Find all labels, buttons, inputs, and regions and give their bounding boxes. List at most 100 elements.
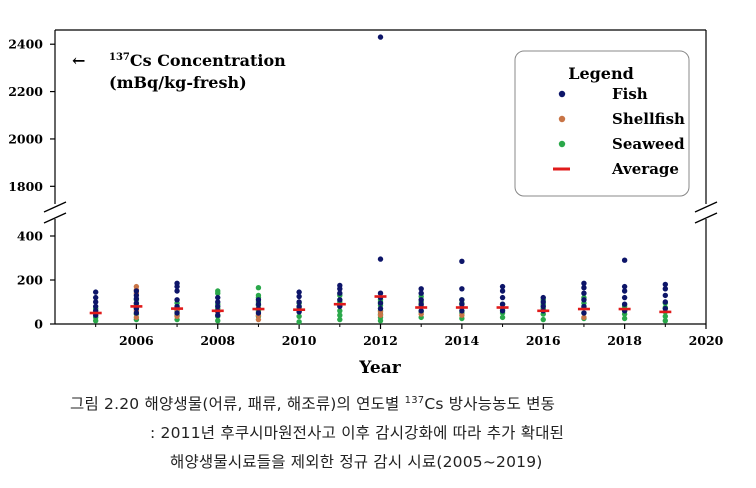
annotation-title: Cs Concentration [130,51,286,70]
fish-point [296,303,302,310]
seaweed-point [296,313,302,319]
fish-point [621,257,628,263]
fish-point [540,294,546,301]
fish-point [581,310,587,316]
fish-point [215,312,221,318]
fish-point [377,305,384,312]
figure-caption-line3: 해양생물시료들을 제외한 정규 감시 시료(2005~2019) [170,453,543,471]
fish-point [377,34,384,40]
seaweed-point [337,316,343,323]
fish-point [459,286,465,292]
fish-point [581,297,587,303]
fish-point [255,310,262,316]
fish-point [662,281,669,288]
fish-point [255,301,262,307]
fish-point [499,288,506,294]
y-tick-label: 0 [34,317,43,332]
legend-marker-shellfish [558,115,566,123]
fish-point [459,308,465,314]
fish-point [296,293,302,300]
series-shellfish [133,283,587,323]
legend-label-shellfish: Shellfish [612,110,685,128]
fish-point [377,290,384,296]
shellfish-point [255,316,262,323]
scatter-chart: ← 137Cs Concentration (mBq/kg-fresh) 180… [8,29,724,378]
x-tick-label: 2018 [607,333,642,348]
fish-point [337,290,343,296]
fish-point [133,310,140,316]
annotation-line1: 137Cs Concentration [109,51,286,70]
fish-point [621,288,628,294]
figure-caption-line1: 그림 2.20 해양생물(어류, 패류, 해조류)의 연도별 137Cs 방사능… [70,392,555,414]
fish-point [581,285,587,291]
x-tick-label: 2006 [119,333,154,348]
y-tick-label: 200 [17,273,43,288]
fish-point [377,256,384,262]
fish-point [133,300,140,306]
fish-point [337,286,343,292]
legend-title: Legend [568,64,634,83]
legend: Legend Fish Shellfish Seaweed Average [514,50,690,197]
fish-point [540,303,546,310]
fish-point [215,294,221,301]
fish-point [215,299,221,305]
seaweed-point [499,314,506,321]
fish-point [92,294,99,301]
caption-suffix: Cs 방사능농도 변동 [424,395,556,413]
fish-point [621,294,628,301]
axis-break-left-1 [43,201,67,213]
x-tick-label: 2010 [282,333,317,348]
fish-point [499,283,506,290]
fish-point [418,308,424,314]
fish-point [662,286,669,292]
fish-point [418,290,424,296]
x-tick-label: 2012 [363,333,398,348]
x-tick-label: 2008 [200,333,235,348]
fish-point [499,308,506,314]
fish-point [418,297,424,303]
fish-point [499,301,506,307]
seaweed-point [337,312,343,318]
y-tick-label: 1800 [8,179,43,194]
fish-point [418,286,424,292]
seaweed-point [296,319,302,325]
fish-point [133,296,140,302]
axis-break-left-2 [43,212,67,224]
fish-point [459,258,465,264]
fish-point [174,283,180,290]
seaweed-point [215,290,221,296]
fish-point [92,289,99,295]
annotation-sup: 137 [109,52,130,63]
seaweed-point [662,318,669,324]
fish-point [662,299,669,305]
fish-point [540,299,546,305]
fish-point [133,288,140,294]
fish-point [92,299,99,305]
legend-label-seaweed: Seaweed [612,135,685,153]
fish-point [337,297,343,303]
shellfish-point [133,314,140,321]
fish-point [296,289,302,295]
fish-point [174,297,180,303]
legend-label-average: Average [611,160,679,178]
fish-point [255,297,262,303]
seaweed-point [662,313,669,319]
fish-point [459,297,465,303]
fish-point [92,303,99,310]
x-tick-label: 2016 [526,333,561,348]
seaweed-point [540,316,546,323]
x-tick-label: 2020 [689,333,724,348]
x-axis-label: Year [358,358,401,378]
fish-point [296,299,302,305]
annotation-line2: (mBq/kg-fresh) [109,73,247,92]
axis-break-right-1 [694,201,718,213]
legend-label-fish: Fish [612,85,648,103]
seaweed-point [337,308,343,314]
fish-point [581,290,587,296]
annotation-arrow: ← [72,51,85,70]
series-average [89,295,672,315]
fish-point [499,294,506,301]
data-marks [89,34,672,325]
fish-point [174,310,180,316]
fish-point [459,301,465,307]
